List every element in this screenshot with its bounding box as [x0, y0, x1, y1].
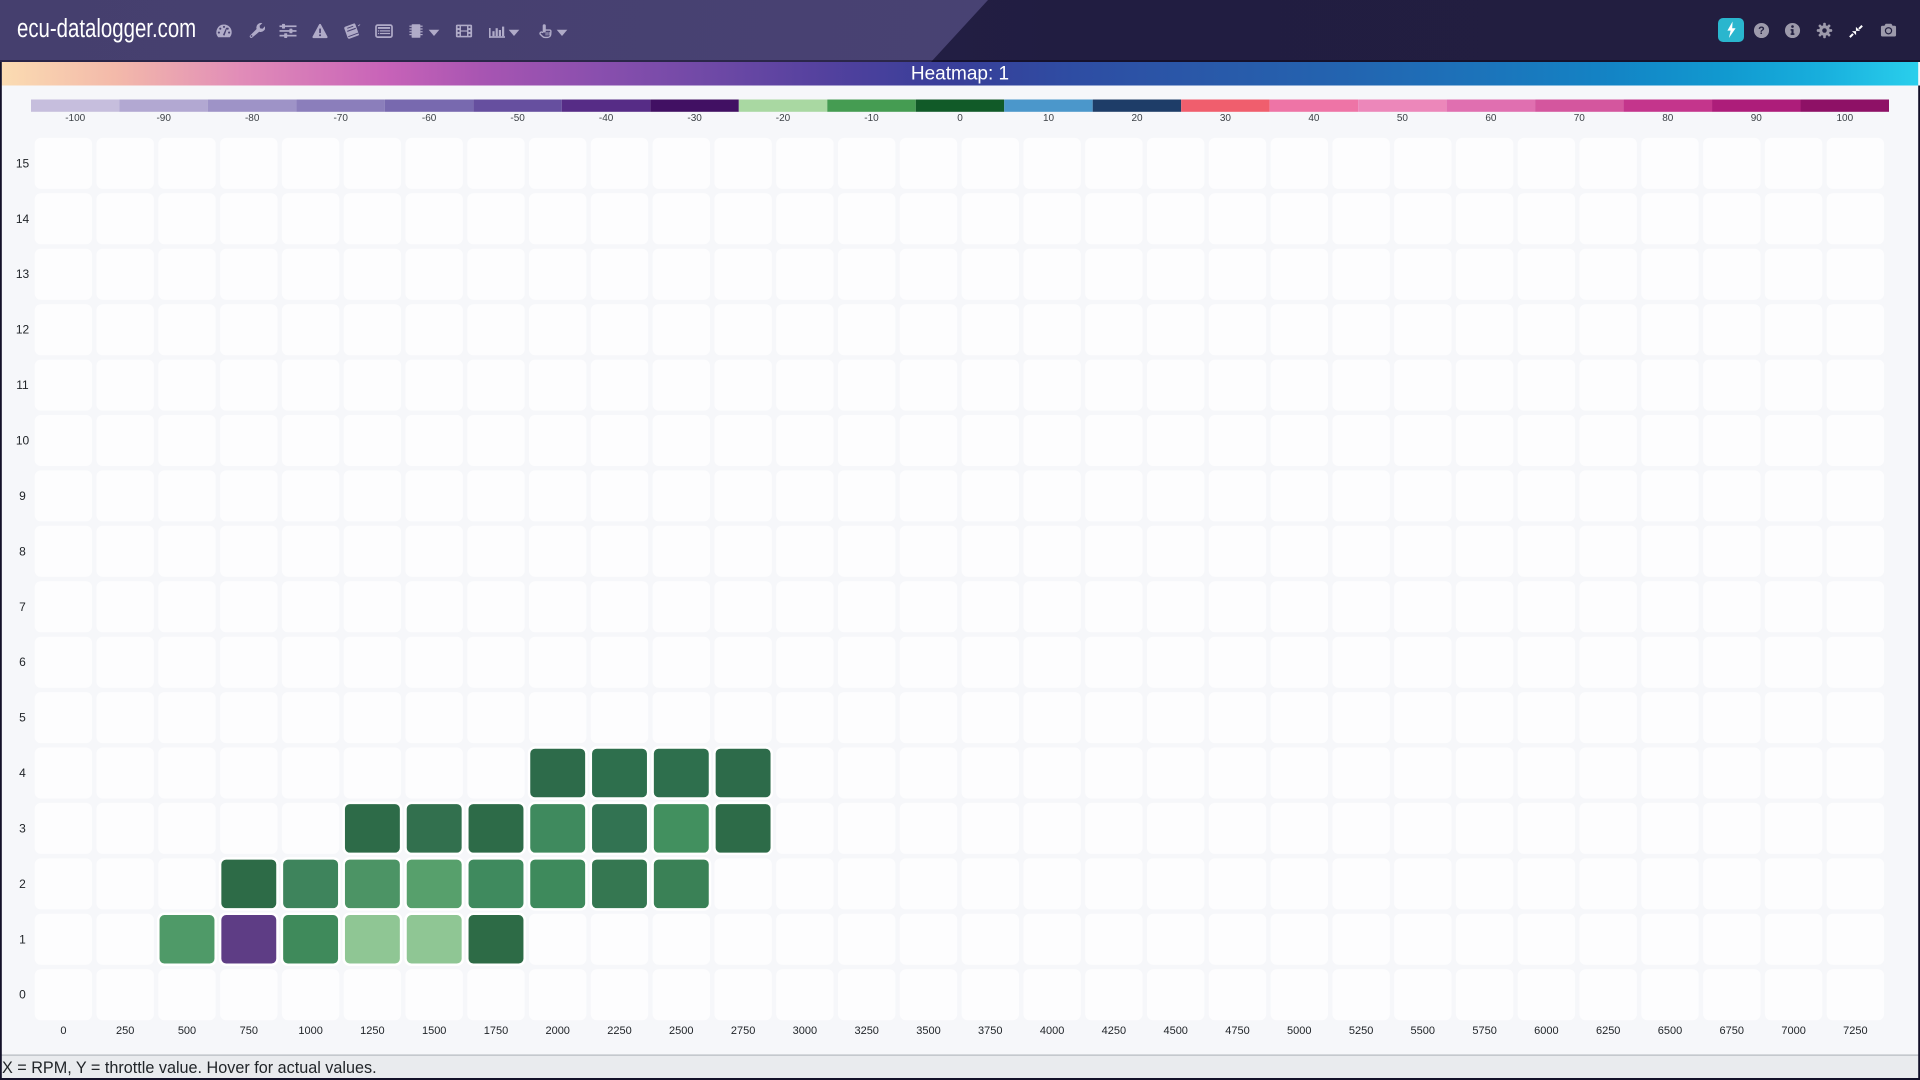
svg-text:1000: 1000	[298, 1025, 322, 1037]
svg-text:13: 13	[16, 267, 30, 281]
svg-text:1750: 1750	[484, 1025, 508, 1037]
svg-text:-100: -100	[65, 113, 85, 124]
svg-text:7250: 7250	[1843, 1025, 1867, 1037]
svg-text:14: 14	[16, 212, 30, 226]
svg-text:30: 30	[1220, 113, 1232, 124]
svg-text:0: 0	[60, 1025, 66, 1037]
svg-text:750: 750	[240, 1025, 258, 1037]
svg-text:?: ?	[1758, 25, 1765, 37]
svg-text:50: 50	[1397, 113, 1409, 124]
svg-text:-80: -80	[245, 113, 260, 124]
svg-text:5: 5	[19, 711, 26, 725]
svg-text:6250: 6250	[1596, 1025, 1620, 1037]
svg-text:-40: -40	[599, 113, 614, 124]
svg-text:1500: 1500	[422, 1025, 446, 1037]
svg-text:80: 80	[1662, 113, 1674, 124]
svg-text:3000: 3000	[793, 1025, 817, 1037]
svg-text:0: 0	[957, 113, 963, 124]
svg-text:4500: 4500	[1163, 1025, 1187, 1037]
svg-text:-20: -20	[776, 113, 791, 124]
svg-text:6000: 6000	[1534, 1025, 1558, 1037]
svg-text:40: 40	[1308, 113, 1320, 124]
svg-text:-10: -10	[864, 113, 879, 124]
svg-text:-70: -70	[333, 113, 348, 124]
svg-text:Heatmap: 1: Heatmap: 1	[911, 64, 1009, 85]
svg-text:4750: 4750	[1225, 1025, 1249, 1037]
svg-text:1250: 1250	[360, 1025, 384, 1037]
svg-text:X = RPM, Y = throttle value. H: X = RPM, Y = throttle value. Hover for a…	[2, 1059, 377, 1077]
svg-text:10: 10	[16, 434, 30, 448]
svg-text:7000: 7000	[1781, 1025, 1805, 1037]
svg-text:2500: 2500	[669, 1025, 693, 1037]
svg-text:6750: 6750	[1720, 1025, 1744, 1037]
svg-text:5750: 5750	[1472, 1025, 1496, 1037]
svg-text:6500: 6500	[1658, 1025, 1682, 1037]
svg-text:11: 11	[16, 378, 29, 392]
svg-text:4000: 4000	[1040, 1025, 1064, 1037]
svg-text:-30: -30	[687, 113, 702, 124]
svg-text:2750: 2750	[731, 1025, 755, 1037]
svg-text:2250: 2250	[607, 1025, 631, 1037]
svg-text:70: 70	[1574, 113, 1586, 124]
svg-text:7: 7	[19, 600, 26, 614]
svg-text:3250: 3250	[854, 1025, 878, 1037]
svg-text:5000: 5000	[1287, 1025, 1311, 1037]
svg-text:2000: 2000	[545, 1025, 569, 1037]
svg-text:0: 0	[19, 988, 26, 1002]
svg-text:60: 60	[1485, 113, 1497, 124]
svg-text:500: 500	[178, 1025, 196, 1037]
svg-text:10: 10	[1043, 113, 1055, 124]
svg-text:3500: 3500	[916, 1025, 940, 1037]
svg-text:3750: 3750	[978, 1025, 1002, 1037]
svg-text:3: 3	[19, 821, 26, 835]
svg-text:6: 6	[19, 655, 26, 669]
svg-text:100: 100	[1836, 113, 1853, 124]
svg-text:1: 1	[19, 932, 26, 946]
svg-text:2: 2	[19, 877, 26, 891]
svg-text:8: 8	[19, 544, 26, 558]
svg-text:4: 4	[19, 766, 26, 780]
svg-text:20: 20	[1131, 113, 1143, 124]
svg-text:250: 250	[116, 1025, 134, 1037]
svg-text:-90: -90	[156, 113, 171, 124]
svg-text:-60: -60	[422, 113, 437, 124]
svg-text:5500: 5500	[1411, 1025, 1435, 1037]
svg-text:12: 12	[16, 323, 30, 337]
svg-text:15: 15	[16, 156, 30, 170]
svg-text:9: 9	[19, 489, 26, 503]
svg-text:90: 90	[1751, 113, 1763, 124]
svg-text:-50: -50	[510, 113, 525, 124]
svg-text:4250: 4250	[1102, 1025, 1126, 1037]
svg-text:5250: 5250	[1349, 1025, 1373, 1037]
